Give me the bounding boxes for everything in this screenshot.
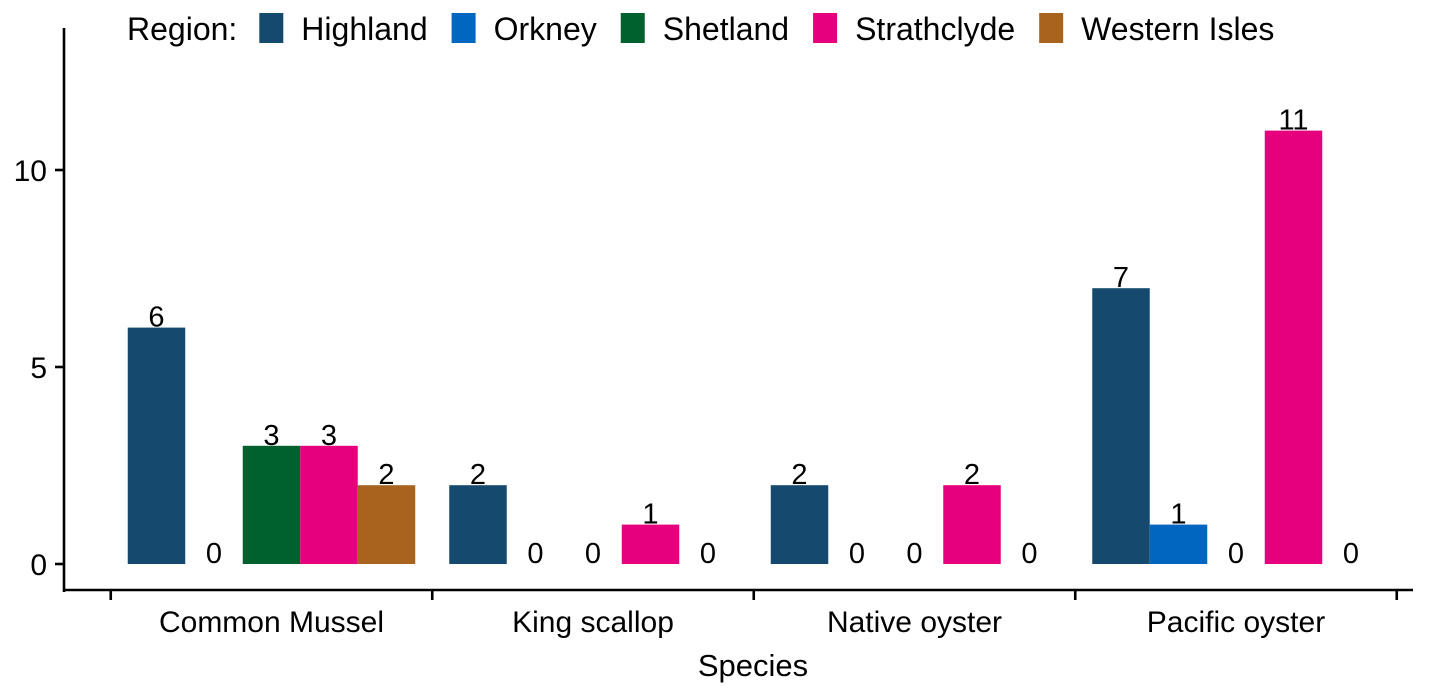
data-label-common-mussel-highland: 6 [148,302,164,334]
bar-common-mussel-shetland [242,445,301,564]
legend-title: Region: [127,11,237,47]
legend-swatch-strathclyde [813,13,838,43]
data-label-pacific-oyster-highland: 7 [1113,262,1129,294]
data-label-king-scallop-strathclyde: 1 [642,499,658,531]
axes [62,28,1413,592]
data-label-king-scallop-orkney: 0 [527,538,543,570]
data-label-king-scallop-highland: 2 [470,459,486,491]
y-axis: 0 5 10 [14,155,64,582]
legend-swatch-western-isles [1039,13,1064,43]
data-label-common-mussel-orkney: 0 [206,538,222,570]
x-tick-label-king-scallop: King scallop [512,606,674,639]
bar-pacific-oyster-strathclyde [1264,130,1323,564]
bar-pacific-oyster-orkney [1149,524,1208,564]
y-tick-label-10: 10 [14,155,47,188]
bar-common-mussel-strathclyde [300,445,358,564]
x-tick-label-pacific-oyster: Pacific oyster [1147,606,1325,639]
x-axis: Common Mussel King scallop Native oyster Pa… [109,590,1399,639]
bar-common-mussel-western-isles [357,485,416,564]
data-label-common-mussel-strathclyde: 3 [321,420,337,452]
legend-swatch-highland [259,13,284,43]
data-label-pacific-oyster-strathclyde: 11 [1278,105,1308,137]
data-label-native-oyster-strathclyde: 2 [964,459,980,491]
bar-native-oyster-strathclyde [943,485,1001,564]
data-label-pacific-oyster-orkney: 1 [1170,499,1186,531]
bar-native-oyster-highland [770,485,829,564]
legend-swatch-shetland [620,13,645,43]
bar-king-scallop-strathclyde [621,524,680,564]
data-label-native-oyster-shetland: 0 [906,538,922,570]
data-labels: 6 0 3 3 2 2 0 0 1 0 2 0 0 2 0 7 1 0 11 0 [148,105,1359,570]
x-axis-title: Species [698,648,808,683]
legend-label-western-isles: Western Isles [1081,11,1274,47]
legend-label-orkney: Orkney [494,11,597,47]
data-label-native-oyster-western-isles: 0 [1021,538,1037,570]
data-label-common-mussel-western-isles: 2 [378,459,394,491]
data-label-common-mussel-shetland: 3 [263,420,279,452]
bar-common-mussel-highland [127,327,186,564]
data-label-pacific-oyster-western-isles: 0 [1343,538,1359,570]
legend-label-highland: Highland [301,11,427,47]
data-label-king-scallop-shetland: 0 [585,538,601,570]
data-label-pacific-oyster-shetland: 0 [1228,538,1244,570]
bar-king-scallop-highland [449,485,507,564]
y-tick-label-5: 5 [30,352,47,385]
bars [127,130,1323,564]
data-label-native-oyster-highland: 2 [791,459,807,491]
data-label-king-scallop-western-isles: 0 [700,538,716,570]
legend: Region: Highland Orkney Shetland Strathclyd… [127,11,1274,47]
legend-label-strathclyde: Strathclyde [855,11,1015,47]
x-tick-label-common-mussel: Common Mussel [159,606,384,639]
y-tick-label-0: 0 [30,549,47,582]
x-tick-label-native-oyster: Native oyster [827,606,1002,639]
legend-label-shetland: Shetland [663,11,789,47]
bar-pacific-oyster-highland [1092,288,1150,564]
data-label-native-oyster-orkney: 0 [849,538,865,570]
legend-swatch-orkney [451,13,476,43]
